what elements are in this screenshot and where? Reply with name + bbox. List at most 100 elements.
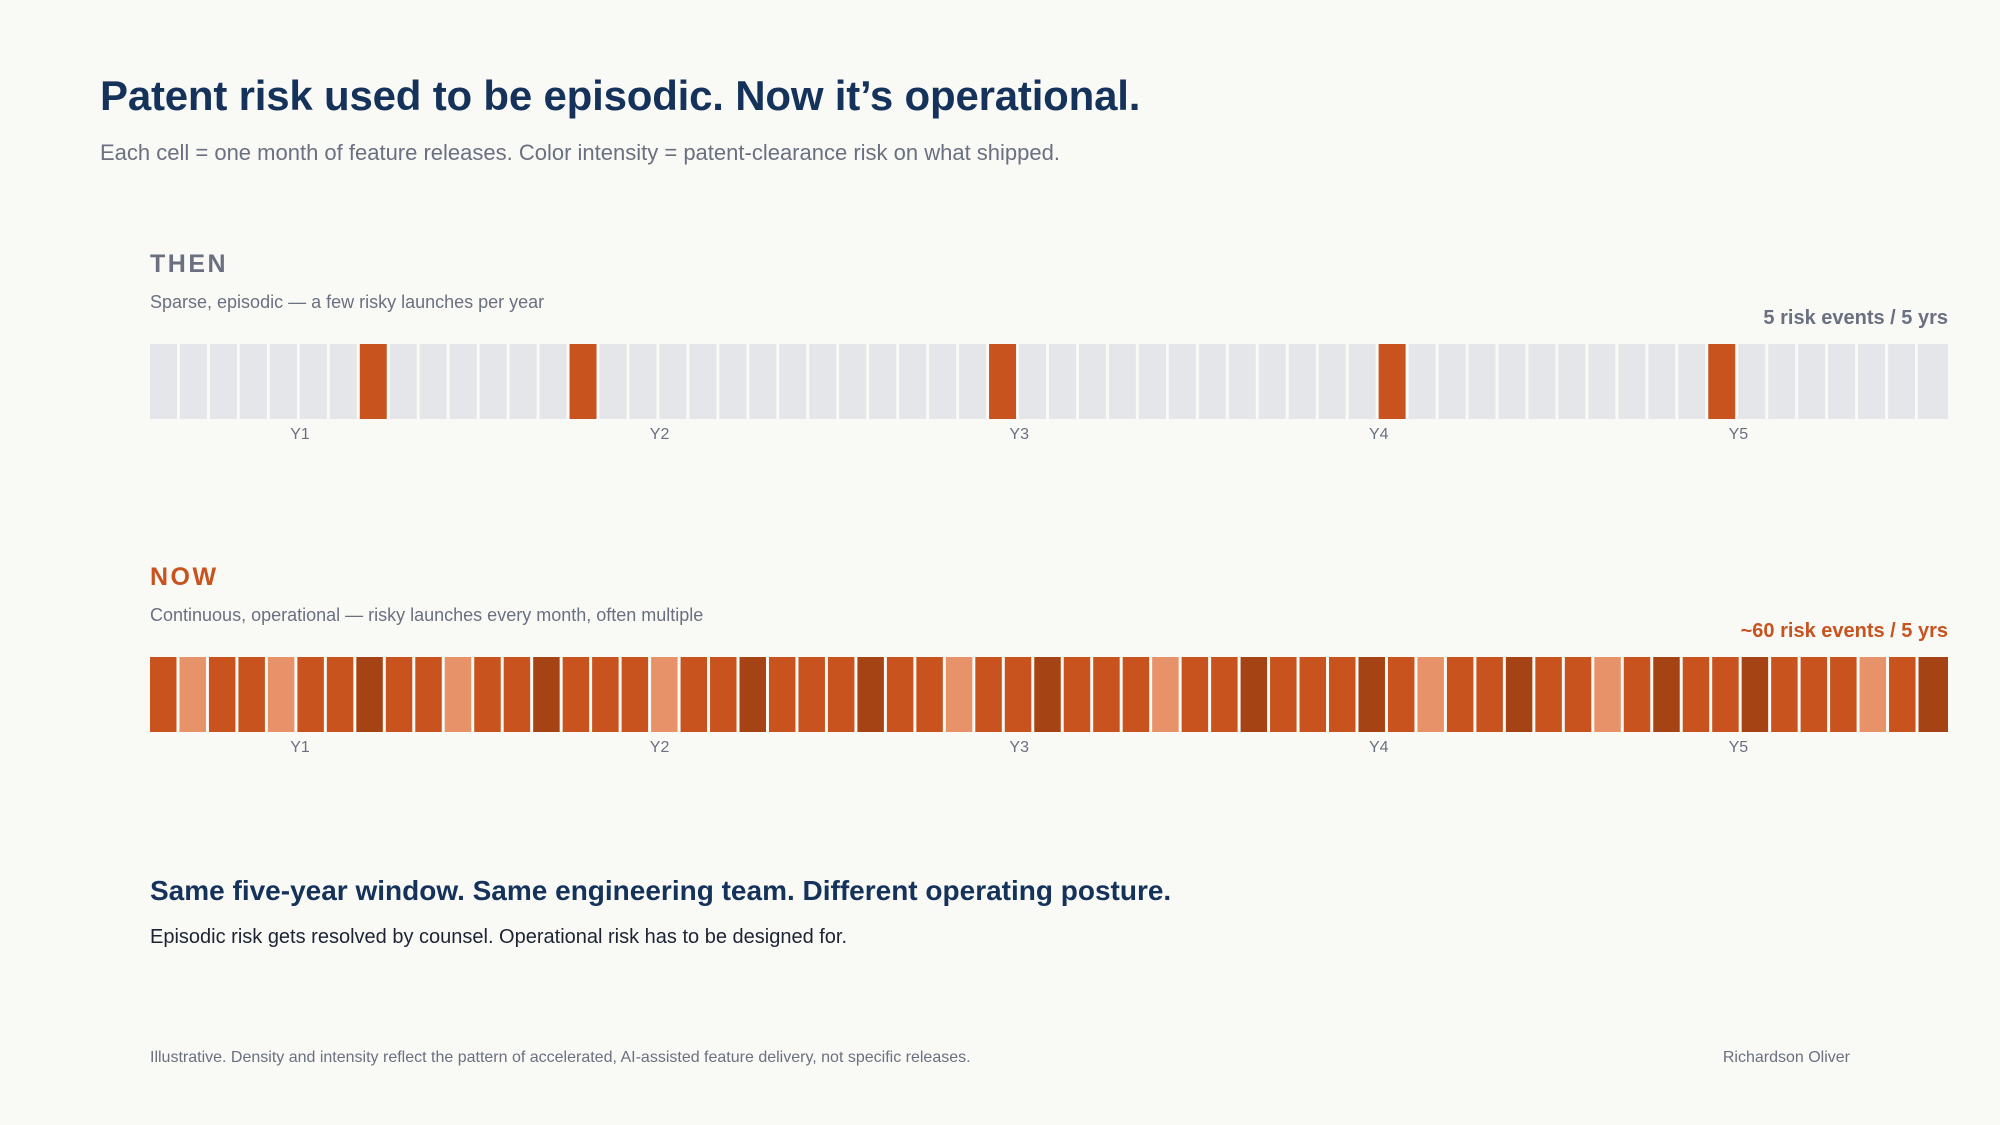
month-cell xyxy=(1240,657,1268,732)
month-cell xyxy=(959,344,987,419)
month-cell xyxy=(1152,657,1179,732)
month-cell xyxy=(1712,657,1739,732)
month-cell xyxy=(975,657,1002,732)
then-year-labels: Y1 Y2 Y3 Y4 Y5 xyxy=(150,426,1948,446)
month-cell xyxy=(869,344,897,419)
month-cell xyxy=(1918,344,1948,419)
month-cell xyxy=(269,344,297,419)
month-cell xyxy=(1270,657,1297,732)
month-cell xyxy=(1653,657,1680,732)
month-cell xyxy=(1078,344,1106,419)
month-cell xyxy=(749,344,777,419)
then-panel: THEN Sparse, episodic — a few risky laun… xyxy=(150,250,1948,450)
month-cell xyxy=(267,657,295,732)
month-cell xyxy=(1800,657,1828,732)
month-cell xyxy=(1498,344,1526,419)
month-cell xyxy=(1258,344,1286,419)
month-cell xyxy=(798,657,825,732)
month-cell xyxy=(1476,657,1503,732)
year-label: Y4 xyxy=(1369,426,1389,443)
month-cell xyxy=(1181,657,1209,732)
month-cell xyxy=(326,657,354,732)
month-cell xyxy=(419,344,447,419)
month-cell xyxy=(1004,657,1032,732)
month-cell xyxy=(651,657,678,732)
month-cell xyxy=(1468,344,1496,419)
month-cell xyxy=(297,657,324,732)
month-cell xyxy=(1594,657,1621,732)
month-cell xyxy=(150,657,177,732)
month-cell xyxy=(1358,657,1385,732)
month-cell xyxy=(539,344,567,419)
month-cell xyxy=(592,657,619,732)
now-panel: NOW Continuous, operational — risky laun… xyxy=(150,563,1948,763)
month-cell xyxy=(857,657,884,732)
month-cell xyxy=(1198,344,1226,419)
month-cell xyxy=(479,344,507,419)
month-cell xyxy=(886,657,914,732)
month-cell xyxy=(1318,344,1346,419)
month-cell xyxy=(1438,344,1466,419)
month-cell xyxy=(739,657,766,732)
author-credit: Richardson Oliver xyxy=(1722,1049,1850,1066)
month-cell xyxy=(599,344,627,419)
page-title: Patent risk used to be episodic. Now it’… xyxy=(100,72,1141,119)
month-cell xyxy=(827,657,855,732)
year-label: Y5 xyxy=(1728,739,1749,756)
month-cell xyxy=(449,344,477,419)
month-cell xyxy=(899,344,927,419)
month-cell xyxy=(1446,657,1474,732)
month-cell xyxy=(929,344,957,419)
then-risk-count: 5 risk events / 5 yrs xyxy=(1763,307,1948,329)
month-cell xyxy=(208,657,236,732)
month-cell xyxy=(1708,344,1736,419)
month-cell xyxy=(1034,657,1061,732)
month-cell xyxy=(1378,344,1406,419)
month-cell xyxy=(385,657,413,732)
month-cell xyxy=(1049,344,1076,419)
month-cell xyxy=(680,657,708,732)
then-description: Sparse, episodic — a few risky launches … xyxy=(150,292,545,312)
footnote: Illustrative. Density and intensity refl… xyxy=(150,1049,971,1066)
month-cell xyxy=(1768,344,1796,419)
month-cell xyxy=(1588,344,1616,419)
month-cell xyxy=(1678,344,1706,419)
month-cell xyxy=(1682,657,1710,732)
month-cell xyxy=(329,344,357,419)
month-cell xyxy=(562,657,590,732)
year-label: Y2 xyxy=(649,426,670,443)
month-cell xyxy=(1564,657,1592,732)
month-cell xyxy=(389,344,417,419)
month-cell xyxy=(1417,657,1444,732)
now-description: Continuous, operational — risky launches… xyxy=(150,605,704,625)
month-cell xyxy=(629,344,657,419)
month-cell xyxy=(209,344,237,419)
now-risk-count: ~60 risk events / 5 yrs xyxy=(1740,620,1948,642)
month-cell xyxy=(1387,657,1415,732)
month-cell xyxy=(1858,344,1886,419)
month-cell xyxy=(238,657,265,732)
month-cell xyxy=(1019,344,1046,419)
year-label: Y4 xyxy=(1369,739,1389,756)
month-cell xyxy=(659,344,687,419)
year-label: Y1 xyxy=(290,426,310,443)
year-label: Y5 xyxy=(1728,426,1749,443)
month-cell xyxy=(415,657,442,732)
month-cell xyxy=(1329,657,1356,732)
month-cell xyxy=(809,344,837,419)
month-cell xyxy=(299,344,327,419)
month-cell xyxy=(1535,657,1562,732)
month-cell xyxy=(179,344,207,419)
month-cell xyxy=(1505,657,1533,732)
now-month-strip xyxy=(150,657,1948,732)
month-cell xyxy=(1228,344,1256,419)
month-cell xyxy=(1408,344,1436,419)
then-label: THEN xyxy=(150,250,229,278)
month-cell xyxy=(710,657,737,732)
month-cell xyxy=(359,344,387,419)
month-cell xyxy=(1348,344,1376,419)
month-cell xyxy=(150,344,177,419)
month-cell xyxy=(474,657,501,732)
conclusion-headline: Same five-year window. Same engineering … xyxy=(150,875,1172,906)
month-cell xyxy=(916,657,943,732)
